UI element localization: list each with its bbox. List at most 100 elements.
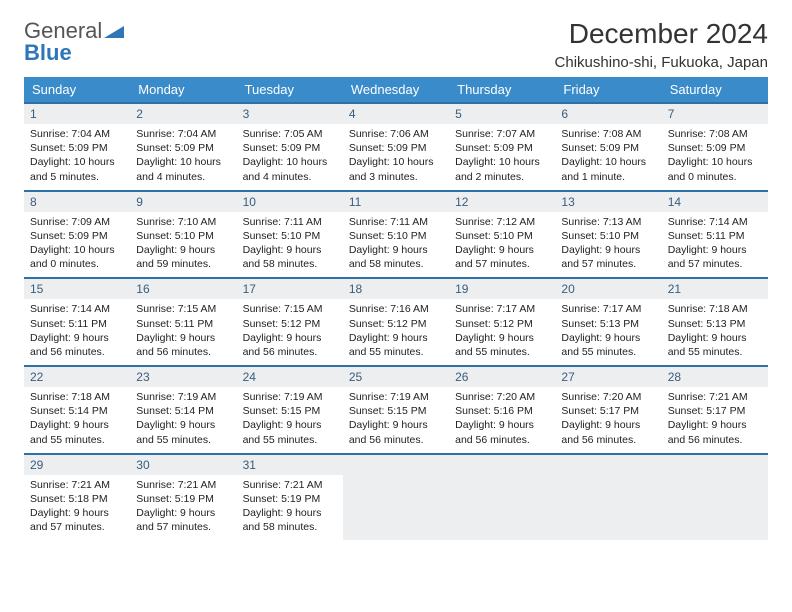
sunset-text: Sunset: 5:09 PM	[349, 141, 443, 155]
day-number: 9	[130, 192, 236, 212]
sunrise-text: Sunrise: 7:21 AM	[243, 478, 337, 492]
daylight-text: Daylight: 9 hours and 55 minutes.	[243, 418, 337, 446]
sunrise-text: Sunrise: 7:08 AM	[668, 127, 762, 141]
day-details: Sunrise: 7:15 AMSunset: 5:12 PMDaylight:…	[237, 299, 343, 365]
day-details	[449, 475, 555, 533]
daylight-text: Daylight: 9 hours and 55 minutes.	[30, 418, 124, 446]
day-number: 5	[449, 104, 555, 124]
daylight-text: Daylight: 9 hours and 55 minutes.	[349, 331, 443, 359]
day-details: Sunrise: 7:21 AMSunset: 5:17 PMDaylight:…	[662, 387, 768, 453]
daylight-text: Daylight: 9 hours and 58 minutes.	[349, 243, 443, 271]
sunset-text: Sunset: 5:09 PM	[668, 141, 762, 155]
calendar-week: 8Sunrise: 7:09 AMSunset: 5:09 PMDaylight…	[24, 191, 768, 279]
daylight-text: Daylight: 10 hours and 2 minutes.	[455, 155, 549, 183]
sunset-text: Sunset: 5:15 PM	[243, 404, 337, 418]
sunset-text: Sunset: 5:14 PM	[30, 404, 124, 418]
calendar-day: 6Sunrise: 7:08 AMSunset: 5:09 PMDaylight…	[555, 103, 661, 191]
day-number: 27	[555, 367, 661, 387]
day-details: Sunrise: 7:10 AMSunset: 5:10 PMDaylight:…	[130, 212, 236, 278]
day-details: Sunrise: 7:19 AMSunset: 5:15 PMDaylight:…	[343, 387, 449, 453]
sunrise-text: Sunrise: 7:05 AM	[243, 127, 337, 141]
day-details: Sunrise: 7:13 AMSunset: 5:10 PMDaylight:…	[555, 212, 661, 278]
sunrise-text: Sunrise: 7:04 AM	[136, 127, 230, 141]
day-details: Sunrise: 7:18 AMSunset: 5:14 PMDaylight:…	[24, 387, 130, 453]
sunrise-text: Sunrise: 7:09 AM	[30, 215, 124, 229]
calendar-day: 8Sunrise: 7:09 AMSunset: 5:09 PMDaylight…	[24, 191, 130, 279]
sunrise-text: Sunrise: 7:13 AM	[561, 215, 655, 229]
weekday-header: Monday	[130, 77, 236, 103]
calendar-day: 3Sunrise: 7:05 AMSunset: 5:09 PMDaylight…	[237, 103, 343, 191]
calendar-day: 21Sunrise: 7:18 AMSunset: 5:13 PMDayligh…	[662, 278, 768, 366]
day-number: 13	[555, 192, 661, 212]
daylight-text: Daylight: 9 hours and 57 minutes.	[561, 243, 655, 271]
calendar-day: 23Sunrise: 7:19 AMSunset: 5:14 PMDayligh…	[130, 366, 236, 454]
daylight-text: Daylight: 10 hours and 0 minutes.	[668, 155, 762, 183]
sunset-text: Sunset: 5:17 PM	[668, 404, 762, 418]
sunrise-text: Sunrise: 7:19 AM	[243, 390, 337, 404]
sunrise-text: Sunrise: 7:15 AM	[136, 302, 230, 316]
daylight-text: Daylight: 9 hours and 55 minutes.	[561, 331, 655, 359]
sunrise-text: Sunrise: 7:20 AM	[561, 390, 655, 404]
day-details: Sunrise: 7:05 AMSunset: 5:09 PMDaylight:…	[237, 124, 343, 190]
calendar-day: 9Sunrise: 7:10 AMSunset: 5:10 PMDaylight…	[130, 191, 236, 279]
sunrise-text: Sunrise: 7:18 AM	[668, 302, 762, 316]
calendar-day: 27Sunrise: 7:20 AMSunset: 5:17 PMDayligh…	[555, 366, 661, 454]
day-details	[662, 475, 768, 533]
day-number: 14	[662, 192, 768, 212]
day-number: 1	[24, 104, 130, 124]
calendar-day: 14Sunrise: 7:14 AMSunset: 5:11 PMDayligh…	[662, 191, 768, 279]
weekday-header: Friday	[555, 77, 661, 103]
day-details: Sunrise: 7:06 AMSunset: 5:09 PMDaylight:…	[343, 124, 449, 190]
sunset-text: Sunset: 5:12 PM	[455, 317, 549, 331]
daylight-text: Daylight: 9 hours and 59 minutes.	[136, 243, 230, 271]
day-number: 31	[237, 455, 343, 475]
calendar-day: 30Sunrise: 7:21 AMSunset: 5:19 PMDayligh…	[130, 454, 236, 541]
calendar-day: 29Sunrise: 7:21 AMSunset: 5:18 PMDayligh…	[24, 454, 130, 541]
sunrise-text: Sunrise: 7:17 AM	[455, 302, 549, 316]
day-number	[449, 455, 555, 475]
daylight-text: Daylight: 9 hours and 57 minutes.	[30, 506, 124, 534]
sunrise-text: Sunrise: 7:21 AM	[136, 478, 230, 492]
day-number: 2	[130, 104, 236, 124]
sunset-text: Sunset: 5:09 PM	[561, 141, 655, 155]
calendar-head: SundayMondayTuesdayWednesdayThursdayFrid…	[24, 77, 768, 103]
calendar-day: 25Sunrise: 7:19 AMSunset: 5:15 PMDayligh…	[343, 366, 449, 454]
calendar-day: 15Sunrise: 7:14 AMSunset: 5:11 PMDayligh…	[24, 278, 130, 366]
day-details: Sunrise: 7:18 AMSunset: 5:13 PMDaylight:…	[662, 299, 768, 365]
sunset-text: Sunset: 5:14 PM	[136, 404, 230, 418]
sunset-text: Sunset: 5:11 PM	[30, 317, 124, 331]
day-details: Sunrise: 7:17 AMSunset: 5:12 PMDaylight:…	[449, 299, 555, 365]
calendar-day: 10Sunrise: 7:11 AMSunset: 5:10 PMDayligh…	[237, 191, 343, 279]
title-block: December 2024 Chikushino-shi, Fukuoka, J…	[555, 18, 768, 71]
weekday-header: Wednesday	[343, 77, 449, 103]
sunset-text: Sunset: 5:10 PM	[455, 229, 549, 243]
daylight-text: Daylight: 10 hours and 3 minutes.	[349, 155, 443, 183]
calendar-day: 4Sunrise: 7:06 AMSunset: 5:09 PMDaylight…	[343, 103, 449, 191]
daylight-text: Daylight: 9 hours and 58 minutes.	[243, 506, 337, 534]
sunrise-text: Sunrise: 7:17 AM	[561, 302, 655, 316]
sunrise-text: Sunrise: 7:04 AM	[30, 127, 124, 141]
sunset-text: Sunset: 5:10 PM	[561, 229, 655, 243]
day-number: 10	[237, 192, 343, 212]
weekday-header: Thursday	[449, 77, 555, 103]
day-number: 28	[662, 367, 768, 387]
calendar-day: 1Sunrise: 7:04 AMSunset: 5:09 PMDaylight…	[24, 103, 130, 191]
day-number: 8	[24, 192, 130, 212]
sunrise-text: Sunrise: 7:14 AM	[30, 302, 124, 316]
sunset-text: Sunset: 5:09 PM	[136, 141, 230, 155]
day-number: 20	[555, 279, 661, 299]
sunrise-text: Sunrise: 7:19 AM	[136, 390, 230, 404]
sunset-text: Sunset: 5:12 PM	[243, 317, 337, 331]
sunset-text: Sunset: 5:13 PM	[668, 317, 762, 331]
calendar-day: 11Sunrise: 7:11 AMSunset: 5:10 PMDayligh…	[343, 191, 449, 279]
daylight-text: Daylight: 10 hours and 4 minutes.	[136, 155, 230, 183]
calendar-day: 2 Sunrise: 7:04 AMSunset: 5:09 PMDaylight…	[130, 103, 236, 191]
calendar-day-empty	[343, 454, 449, 541]
daylight-text: Daylight: 10 hours and 1 minute.	[561, 155, 655, 183]
day-number	[343, 455, 449, 475]
sunrise-text: Sunrise: 7:20 AM	[455, 390, 549, 404]
day-number: 6	[555, 104, 661, 124]
day-details: Sunrise: 7:08 AMSunset: 5:09 PMDaylight:…	[662, 124, 768, 190]
day-details: Sunrise: 7:19 AMSunset: 5:15 PMDaylight:…	[237, 387, 343, 453]
day-number: 30	[130, 455, 236, 475]
